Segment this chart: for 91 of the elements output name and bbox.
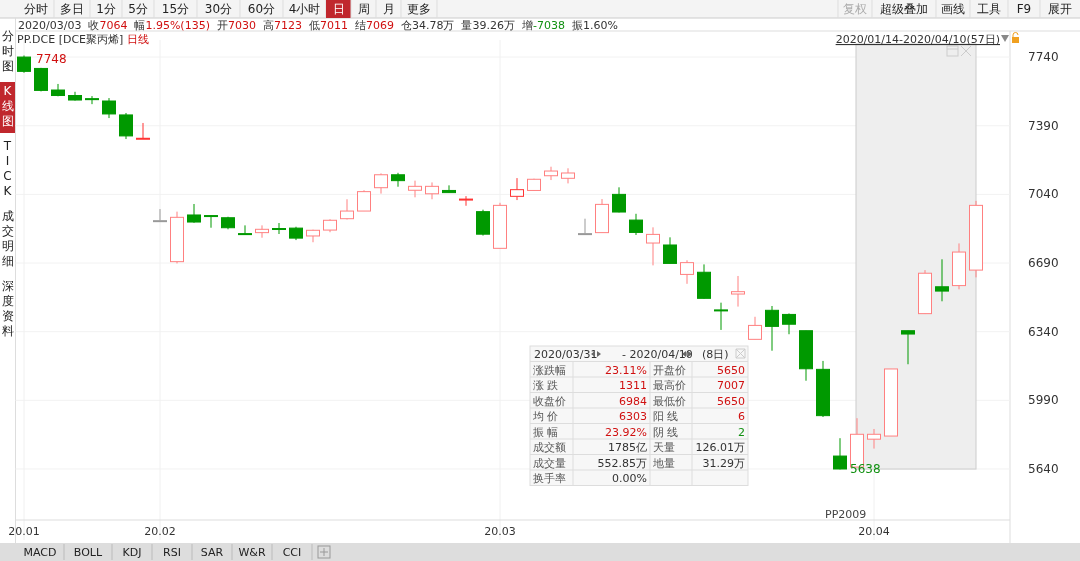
text: 仓34.78万 xyxy=(400,19,455,32)
text: 深度资料 xyxy=(1,279,14,338)
y-tick-label: 7740 xyxy=(1028,50,1059,65)
y-tick-label: 6340 xyxy=(1028,324,1059,339)
x-tick-label: 20.04 xyxy=(858,525,890,538)
text: 量39.26万 xyxy=(461,19,515,32)
annotation: 收盘价 xyxy=(533,394,566,408)
y-tick-label: 5640 xyxy=(1028,462,1059,476)
text: 成交明细 xyxy=(1,209,14,268)
annotation: 天量 xyxy=(653,441,675,454)
y-tick-label: 7390 xyxy=(1028,118,1059,133)
text: CCI xyxy=(282,546,302,559)
text: 60分 xyxy=(247,2,276,16)
annotation: 7748 xyxy=(36,52,67,67)
text: TICK xyxy=(2,139,13,198)
annotation: 涨 跌 xyxy=(533,379,559,392)
annotation: 5650 xyxy=(717,363,745,377)
annotation: 2 xyxy=(738,425,745,439)
text: KDJ xyxy=(122,546,142,559)
annotation: 0.00% xyxy=(612,472,647,485)
text: 高7123 xyxy=(262,19,302,32)
y-tick-label: 5990 xyxy=(1028,393,1059,408)
chart-subtitle: 日线 xyxy=(127,33,150,46)
annotation: 1311 xyxy=(619,379,647,392)
annotation: 换手率 xyxy=(533,472,566,485)
text: 1分 xyxy=(96,2,116,16)
text: 2020/03/03 xyxy=(18,19,82,32)
text: 收7064 xyxy=(88,19,128,32)
annotation: 7007 xyxy=(717,379,745,392)
text: 更多 xyxy=(407,2,431,16)
text: 5分 xyxy=(128,2,148,16)
annotation: 23.92% xyxy=(605,425,647,439)
y-tick-label: 6690 xyxy=(1028,256,1059,271)
text: 增-7038 xyxy=(520,19,565,32)
annotation: - 2020/04/10 xyxy=(622,348,693,361)
annotation: (8日) xyxy=(702,348,729,361)
annotation: 成交量 xyxy=(533,456,566,470)
x-tick-label: 20.03 xyxy=(484,525,516,538)
annotation: PP2009 xyxy=(825,508,867,521)
text: 分时 xyxy=(24,2,48,16)
text: W&R xyxy=(238,546,266,559)
annotation: 552.85万 xyxy=(597,456,647,470)
annotation: 阴 线 xyxy=(653,425,679,439)
annotation: 均 价 xyxy=(532,410,559,423)
annotation: 126.01万 xyxy=(695,441,745,454)
annotation: 2020/01/14-2020/04/10(57日) xyxy=(835,33,1000,46)
annotation: 最高价 xyxy=(653,379,686,392)
text: 30分 xyxy=(204,2,233,16)
text: MACD xyxy=(23,546,57,559)
annotation: 振 幅 xyxy=(533,425,559,439)
text: 展开 xyxy=(1048,2,1072,16)
text: RSI xyxy=(163,546,181,559)
text: 多日 xyxy=(60,2,84,16)
text: 振1.60% xyxy=(571,19,618,32)
text: 月 xyxy=(382,2,395,16)
annotation: 6303 xyxy=(619,410,647,423)
annotation: 涨跌幅 xyxy=(533,363,566,377)
text: 开7030 xyxy=(216,19,256,32)
annotation: 5638 xyxy=(850,462,881,477)
text: 超级叠加 xyxy=(880,2,928,16)
annotation: 31.29万 xyxy=(702,456,745,470)
text: K线图 xyxy=(1,84,14,128)
text: 画线 xyxy=(941,2,965,16)
annotation: 2020/03/31 xyxy=(534,348,598,361)
text: BOLL xyxy=(73,546,103,559)
text: 分时图 xyxy=(1,29,14,73)
annotation: 地量 xyxy=(652,456,675,470)
text: 复权 xyxy=(843,2,867,16)
text: 工具 xyxy=(977,2,1001,16)
text: 15分 xyxy=(161,2,190,16)
y-tick-label: 7040 xyxy=(1028,187,1059,202)
text: 周 xyxy=(357,2,370,16)
annotation: 1785亿 xyxy=(608,441,647,454)
annotation: 6 xyxy=(738,410,745,423)
x-tick-label: 20.01 xyxy=(8,525,40,538)
annotation: 成交额 xyxy=(533,441,566,454)
annotation: 开盘价 xyxy=(653,363,686,377)
text: 结7069 xyxy=(354,19,394,32)
text: F9 xyxy=(1016,2,1032,16)
chart-title: PP.DCE [DCE聚丙烯] xyxy=(17,33,124,46)
text: 幅1.95%(135) xyxy=(134,19,210,32)
annotation: 23.11% xyxy=(605,363,647,377)
annotation: 5650 xyxy=(717,394,745,408)
text: 日 xyxy=(332,2,345,16)
text: 低7011 xyxy=(308,19,348,32)
text: 4小时 xyxy=(288,2,321,16)
annotation: 6984 xyxy=(619,394,647,408)
x-tick-label: 20.02 xyxy=(144,525,176,538)
annotation: 最低价 xyxy=(653,394,686,408)
annotation: 阳 线 xyxy=(653,410,679,423)
text: SAR xyxy=(200,546,224,559)
